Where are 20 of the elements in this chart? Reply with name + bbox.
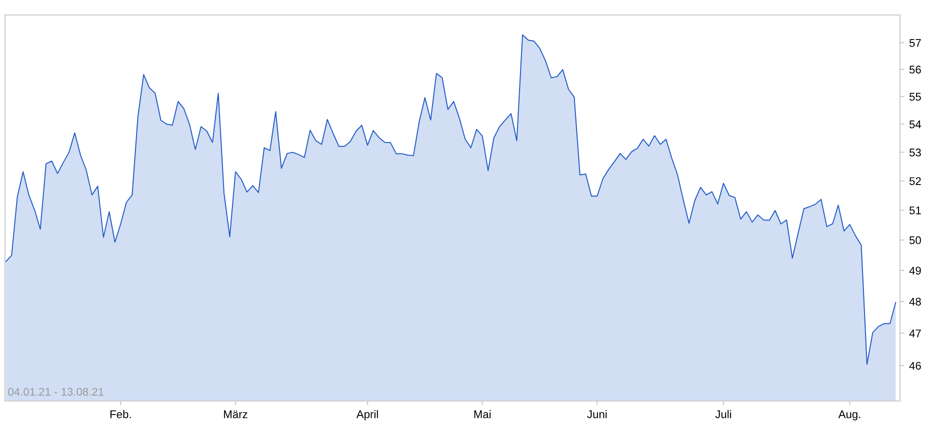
y-tick-label: 46 xyxy=(909,362,921,370)
y-tick-label: 50 xyxy=(909,236,921,244)
y-tick-label: 53 xyxy=(909,148,921,156)
x-tick-label: März xyxy=(224,410,248,418)
y-tick-label: 48 xyxy=(909,298,921,306)
x-tick-label: Mai xyxy=(474,410,491,418)
x-tick-label: Juli xyxy=(715,410,732,418)
x-tick-label: Juni xyxy=(587,410,607,418)
y-tick-label: 47 xyxy=(909,330,921,338)
annotation: 04.01.21 - 13.08.21 xyxy=(8,388,104,396)
x-tick-label: Feb. xyxy=(110,410,131,418)
x-tick-label: Aug. xyxy=(838,410,860,420)
y-tick-label: 55 xyxy=(909,92,921,101)
y-tick-label: 57 xyxy=(909,39,921,47)
y-tick-label: 49 xyxy=(909,266,921,275)
y-tick-label: 52 xyxy=(909,177,921,186)
x-tick-label: April xyxy=(356,410,378,420)
y-tick-label: 54 xyxy=(909,120,922,128)
y-tick-label: 51 xyxy=(909,206,921,214)
y-tick-label: 56 xyxy=(909,66,921,74)
